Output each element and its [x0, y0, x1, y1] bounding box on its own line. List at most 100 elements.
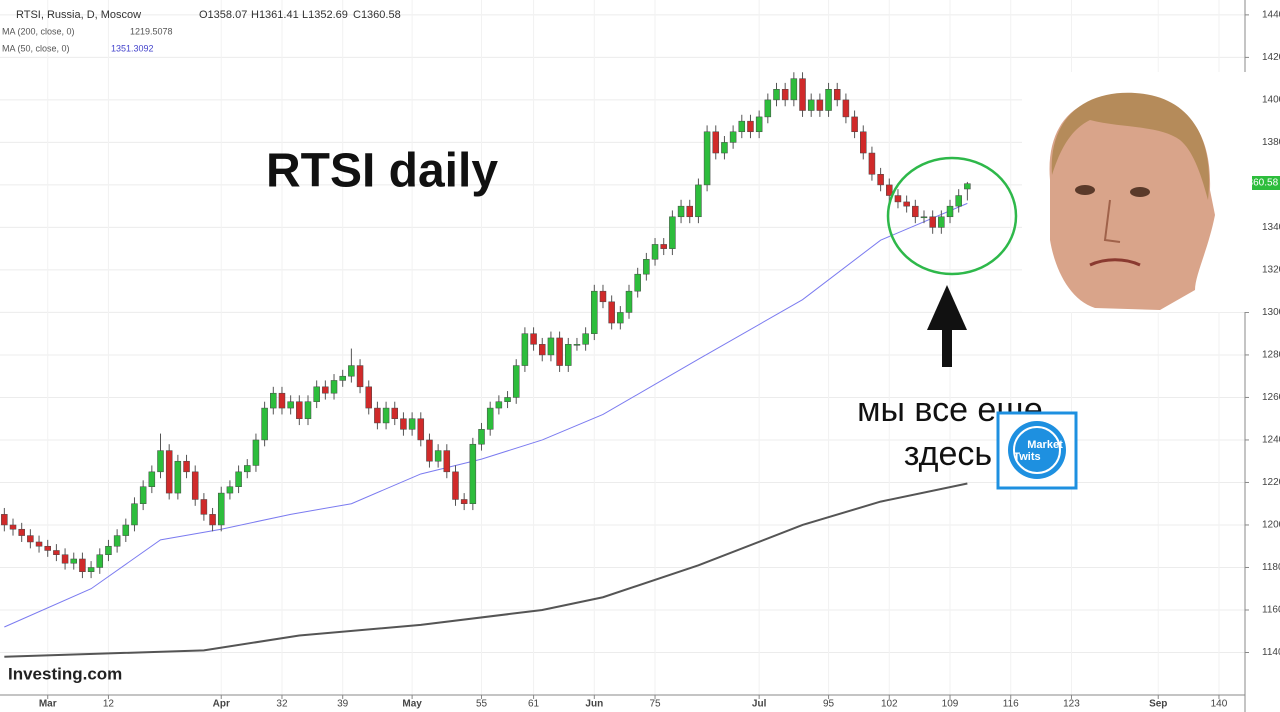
candle-body: [122, 524, 130, 536]
x-tick-label: 12: [103, 699, 115, 710]
candle-body: [556, 337, 563, 366]
candle-body: [322, 386, 329, 394]
price-tag-label: 1360.58: [1242, 178, 1279, 189]
candle-body: [304, 401, 312, 419]
candle-body: [790, 78, 798, 101]
candle-body: [157, 450, 164, 473]
y-tick-label: 1220.00: [1262, 477, 1280, 488]
candle-body: [139, 486, 147, 504]
candle-body: [547, 337, 555, 356]
ohlc-high: H1361.41: [251, 9, 299, 21]
candle-body: [643, 259, 650, 275]
candle-body: [148, 471, 156, 487]
candle-body: [703, 131, 711, 186]
candle-body: [617, 312, 624, 324]
candle-body: [131, 503, 138, 526]
candle-body: [964, 183, 971, 190]
candle-body: [669, 216, 676, 249]
candle-body: [677, 205, 685, 218]
candle-body: [538, 344, 546, 356]
candle-body: [443, 450, 451, 473]
source-logo: Investing.com: [8, 664, 122, 683]
candle-body: [660, 244, 667, 249]
candle-body: [61, 554, 69, 564]
candle-body: [651, 244, 659, 260]
candle-body: [886, 184, 893, 196]
y-tick-label: 1140.00: [1262, 647, 1280, 658]
candle-body: [894, 195, 902, 203]
candle-body: [44, 545, 51, 551]
candle-body: [417, 418, 425, 441]
candle-body: [504, 397, 511, 402]
arrow: [927, 285, 967, 367]
candle-body: [851, 116, 858, 133]
candle-body: [191, 471, 199, 500]
candle-body: [521, 333, 529, 366]
moving-average-line: [4, 482, 968, 658]
logo-text: Market: [1027, 439, 1063, 451]
candle-body: [938, 216, 945, 228]
candle-body: [920, 216, 928, 219]
legend-ma200: MA (200, close, 0): [2, 26, 75, 36]
candle-body: [530, 333, 537, 345]
candle-body: [96, 554, 104, 568]
candle-body: [348, 365, 355, 377]
candle-body: [270, 392, 277, 409]
candle-body: [408, 418, 416, 430]
candle-body: [912, 205, 919, 218]
candle-body: [695, 184, 702, 218]
candle-body: [374, 407, 381, 424]
y-tick-label: 1160.00: [1262, 605, 1280, 616]
candle-body: [9, 524, 17, 530]
candle-body: [105, 545, 112, 555]
x-tick-label: Sep: [1149, 699, 1167, 710]
candle-body: [955, 195, 962, 207]
x-tick-label: 32: [276, 699, 288, 710]
candle-body: [712, 131, 720, 154]
candle-body: [582, 333, 589, 345]
candle-body: [174, 460, 182, 494]
candle-body: [764, 99, 772, 118]
candle-body: [426, 439, 433, 462]
candle-body: [287, 401, 294, 409]
candle-body: [87, 567, 95, 572]
candle-body: [591, 290, 598, 334]
candle-body: [296, 401, 303, 419]
y-tick-label: 1300.00: [1262, 307, 1280, 318]
candle-body: [781, 89, 789, 101]
candle-body: [278, 392, 286, 409]
candle-body: [625, 290, 633, 313]
x-tick-label: 116: [1003, 699, 1019, 710]
ohlc-low: L1352.69: [302, 9, 348, 21]
x-tick-label: 102: [881, 699, 898, 710]
candle-body: [452, 471, 459, 500]
candle-body: [799, 78, 806, 111]
x-tick-label: Jul: [752, 699, 767, 710]
candle-body: [391, 407, 399, 419]
y-tick-label: 1380.00: [1262, 137, 1280, 148]
candle-body: [365, 386, 372, 409]
candle-body: [842, 99, 850, 118]
highlight-circle: [886, 156, 1018, 276]
candle-body: [18, 528, 25, 536]
x-tick-label: 109: [942, 699, 959, 710]
x-tick-label: 140: [1211, 699, 1228, 710]
candle-body: [929, 216, 936, 228]
candle-body: [460, 499, 468, 504]
y-tick-label: 1260.00: [1262, 392, 1280, 403]
candle-body: [252, 439, 260, 466]
candle-body: [27, 535, 34, 543]
x-tick-label: 75: [649, 699, 661, 710]
candle-body: [747, 120, 754, 133]
annotation: здесь: [904, 435, 992, 473]
candle-body: [729, 131, 737, 143]
candle-body: [53, 550, 60, 555]
candle-body: [486, 407, 494, 430]
candle-body: [686, 205, 693, 218]
plot-area: [1, 72, 971, 658]
candle-body: [469, 443, 477, 504]
candle-body: [565, 344, 572, 366]
candle-body: [573, 344, 581, 346]
candle-body: [877, 174, 884, 186]
x-tick-label: May: [402, 699, 422, 710]
